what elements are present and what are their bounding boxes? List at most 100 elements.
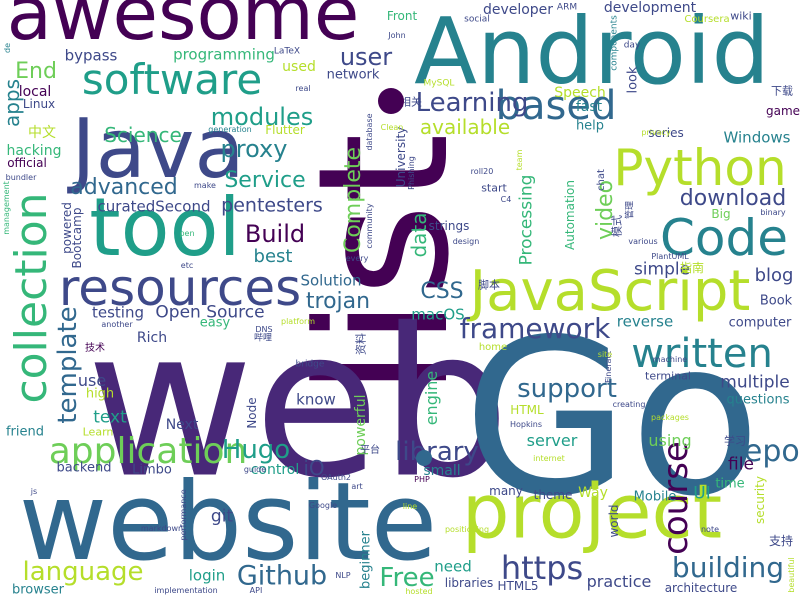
- word-php: PHP: [414, 475, 430, 484]
- word-zh-chinese: 中文: [28, 125, 56, 141]
- word-know: know: [296, 390, 336, 409]
- word-library: library: [395, 437, 479, 467]
- word-need: need: [434, 557, 472, 576]
- word-site: site: [597, 350, 613, 359]
- word-zh-script: 脚本: [478, 278, 500, 292]
- word-proxy: proxy: [220, 135, 288, 163]
- word-local: local: [18, 84, 52, 100]
- word-zh-mode: 模式: [610, 215, 624, 237]
- word-best: best: [253, 246, 293, 267]
- word-login: login: [188, 566, 226, 585]
- word-file: file: [728, 454, 754, 475]
- word-beginner: beginner: [358, 531, 374, 589]
- word-text: text: [93, 407, 127, 428]
- word-many: many: [489, 484, 523, 498]
- word-packages: packages: [651, 413, 689, 422]
- word-go: Go: [462, 292, 762, 544]
- word-complete: Complete: [341, 146, 366, 254]
- word-macos: macOS: [411, 305, 465, 324]
- word-speech: Speech: [554, 85, 606, 101]
- word-platform: platform: [281, 317, 315, 326]
- word-based: based: [495, 83, 617, 129]
- word-data: data: [407, 212, 431, 258]
- word-hopkins: Hopkins: [509, 420, 543, 429]
- word-powered: powered: [60, 202, 74, 254]
- word-bundler: bundler: [5, 173, 37, 182]
- word-awesome: awesome: [6, 0, 360, 57]
- word-use: use: [77, 371, 107, 390]
- word-security: security: [753, 476, 767, 524]
- word-look: look: [625, 66, 641, 94]
- word-computer: computer: [728, 315, 792, 331]
- word-coursera: Coursera: [684, 14, 730, 25]
- word-book: Book: [759, 293, 793, 309]
- word-available: available: [419, 115, 511, 139]
- word-modules: modules: [210, 103, 314, 131]
- word-development: development: [603, 0, 697, 16]
- word-automation: Automation: [563, 180, 577, 250]
- word-implementation: implementation: [154, 586, 218, 595]
- word-art: art: [351, 482, 363, 491]
- word-small: small: [423, 463, 461, 479]
- word-framework: framework: [459, 312, 611, 345]
- word-tool: tool: [89, 181, 241, 274]
- word-control: control: [250, 462, 300, 478]
- word-github: Github: [236, 560, 328, 592]
- word-browser: browser: [11, 582, 65, 598]
- word-zh-guide: 指南: [679, 261, 705, 275]
- word-clean: Clean: [380, 123, 404, 132]
- word-social: social: [464, 14, 490, 25]
- word-backend: backend: [56, 460, 112, 476]
- word-free: Free: [379, 563, 435, 593]
- word-developer: developer: [482, 2, 554, 18]
- word-using: using: [648, 431, 692, 450]
- word-solution: Solution: [300, 271, 362, 290]
- word-language: language: [22, 557, 144, 587]
- word-api: API: [249, 586, 263, 595]
- word-flutter: Flutter: [265, 123, 305, 137]
- word-opensource: Open Source: [155, 302, 265, 323]
- word-zh-download: 下载: [771, 84, 793, 98]
- word-support: support: [517, 374, 617, 404]
- word-javascript: JavaScript: [469, 259, 751, 324]
- word-nlp: NLP: [335, 571, 351, 580]
- word-team: team: [515, 149, 524, 171]
- word-hacking: hacking: [6, 143, 62, 159]
- word-zh-support: 支持: [768, 534, 794, 548]
- word-processing: Processing: [516, 174, 537, 266]
- word-positioning: positioning: [444, 525, 490, 534]
- word-chat: chat: [596, 169, 607, 191]
- word-building: building: [671, 551, 785, 584]
- word-curatedsecond: curatedSecond: [97, 197, 211, 216]
- word-mobile: Mobile: [633, 489, 677, 505]
- word-multiple: multiple: [720, 372, 790, 393]
- word-reverse: reverse: [616, 312, 674, 331]
- decorative-dot: [378, 88, 404, 114]
- word-friend: friend: [5, 424, 45, 440]
- word-service: Service: [224, 168, 306, 193]
- word-build: Build: [244, 220, 306, 248]
- word-time: time: [715, 476, 745, 492]
- word-components: components: [609, 15, 620, 71]
- word-creating: creating: [612, 400, 646, 409]
- word-wiki: wiki: [730, 9, 752, 23]
- word-line: line: [402, 502, 418, 511]
- word-html: HTML: [510, 403, 544, 417]
- word-easy: easy: [199, 315, 231, 331]
- word-john: John: [388, 31, 406, 40]
- word-io: iO: [303, 456, 325, 480]
- word-zh-study: 学习: [724, 434, 746, 448]
- word-zh-bilibili: 哔哩: [253, 333, 273, 344]
- word-game: game: [765, 104, 800, 118]
- word-blog: blog: [754, 265, 794, 286]
- word-architecture: architecture: [664, 581, 738, 595]
- word-java: Java: [71, 102, 245, 197]
- word-code: Code: [659, 209, 789, 267]
- word-software: software: [81, 55, 263, 104]
- word-world: world: [607, 504, 621, 538]
- word-css: CSS: [420, 279, 464, 304]
- word-template: template: [53, 306, 83, 424]
- word-android: Android: [414, 0, 770, 105]
- word-project: project: [461, 467, 723, 556]
- word-testing: testing: [91, 303, 145, 322]
